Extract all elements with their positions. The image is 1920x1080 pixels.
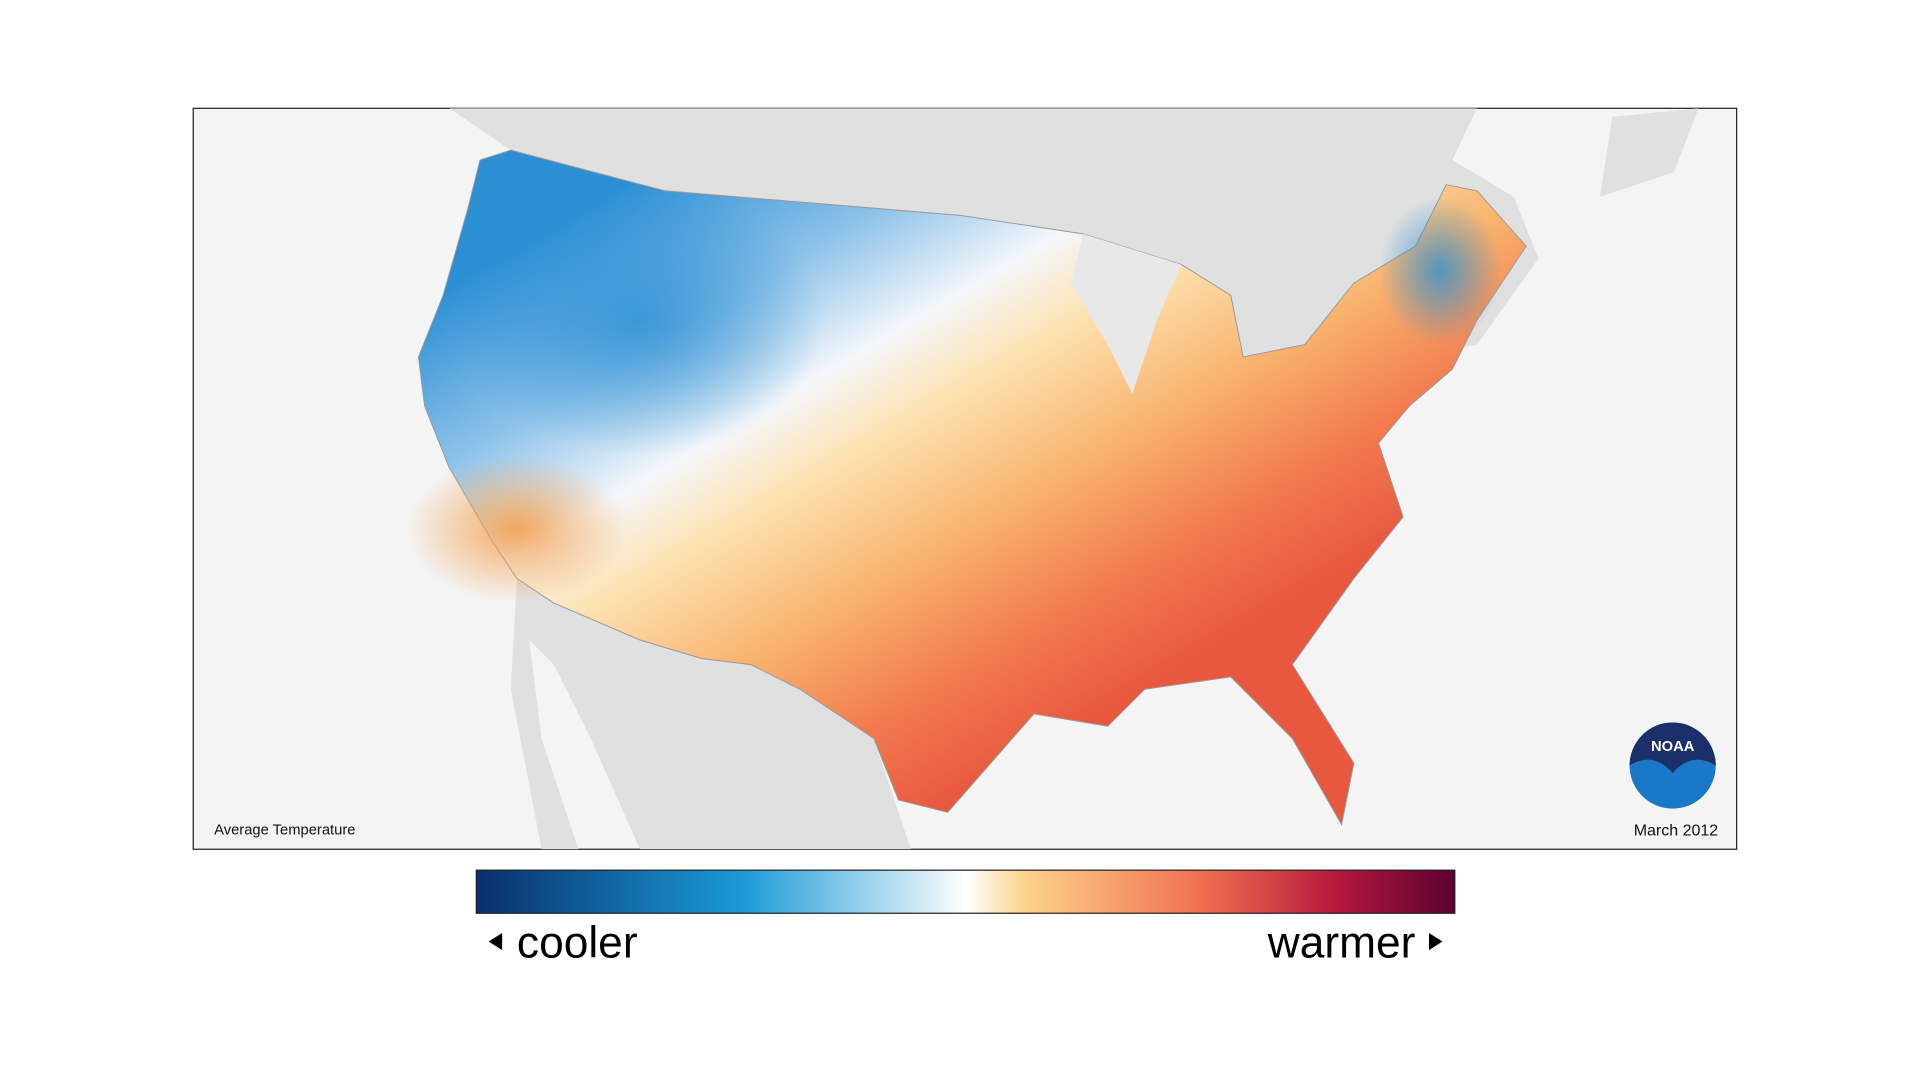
left-arrow — [488, 932, 503, 951]
noaa-logo: NOAA — [1629, 722, 1716, 809]
cool-region — [1378, 196, 1502, 345]
great-lakes — [1070, 233, 1182, 394]
map-label: Average Temperature — [214, 822, 355, 838]
map-date: March 2012 — [1634, 823, 1719, 840]
low-label: cooler — [517, 919, 638, 968]
map: Average Temperature March 2012 NOAA cool… — [192, 107, 1738, 968]
high-label: warmer — [1267, 919, 1416, 968]
cool-region — [455, 184, 825, 456]
color-scale — [475, 869, 1456, 914]
land — [1600, 108, 1699, 197]
canada — [449, 108, 1539, 382]
right-arrow — [1428, 932, 1443, 951]
logo-text: NOAA — [1651, 739, 1695, 755]
warm-region — [406, 455, 628, 604]
mexico — [510, 578, 911, 850]
